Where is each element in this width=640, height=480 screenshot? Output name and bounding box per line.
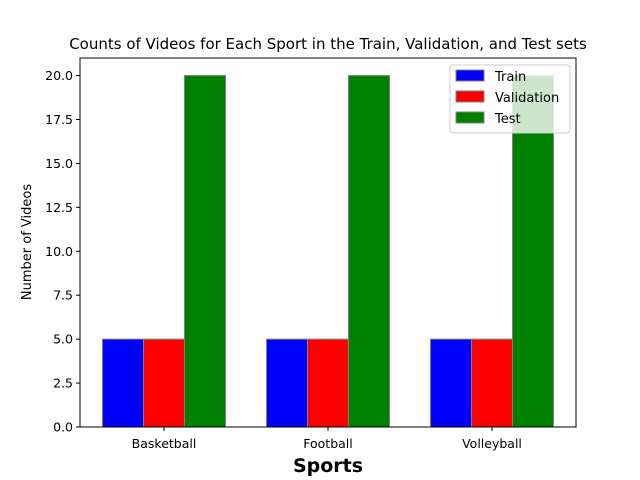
plot-frame bbox=[79, 57, 577, 428]
x-axis-label: Sports bbox=[293, 455, 363, 477]
y-tick-label: 2.5 bbox=[53, 376, 73, 391]
x-tick-label: Volleyball bbox=[462, 436, 522, 451]
y-axis-ticks: 0.0 2.5 5.0 7.5 10.0 12.5 15.0 17.5 20.0 bbox=[45, 68, 80, 435]
y-tick-label: 12.5 bbox=[45, 200, 73, 215]
bar-train-volleyball bbox=[430, 338, 472, 428]
y-tick-label: 17.5 bbox=[45, 112, 73, 127]
bar-validation-football bbox=[307, 338, 349, 428]
y-tick-label: 7.5 bbox=[53, 288, 73, 303]
y-tick-label: 15.0 bbox=[45, 156, 73, 171]
bar-validation-volleyball bbox=[471, 338, 513, 428]
bar-train-basketball bbox=[102, 338, 144, 428]
legend-label-test: Test bbox=[494, 112, 521, 127]
legend-swatch-test bbox=[455, 111, 485, 124]
y-axis-label: Number of Videos bbox=[20, 184, 35, 300]
legend-swatch-train bbox=[455, 69, 485, 82]
x-tick-label: Basketball bbox=[132, 436, 197, 451]
x-tick-label: Football bbox=[303, 436, 352, 451]
legend: Train Validation Test bbox=[449, 64, 571, 134]
chart-title: Counts of Videos for Each Sport in the T… bbox=[69, 35, 587, 53]
bar-train-football bbox=[266, 338, 308, 428]
legend-swatch-validation bbox=[455, 90, 485, 103]
legend-label-train: Train bbox=[494, 70, 526, 85]
x-axis-ticks: Basketball Football Volleyball bbox=[132, 427, 522, 451]
legend-label-validation: Validation bbox=[495, 91, 559, 106]
y-tick-label: 20.0 bbox=[45, 68, 73, 83]
y-tick-label: 10.0 bbox=[45, 244, 73, 259]
bar-test-basketball bbox=[184, 75, 226, 428]
bars-group bbox=[102, 75, 554, 428]
bar-validation-basketball bbox=[143, 338, 185, 428]
y-tick-label: 5.0 bbox=[53, 332, 73, 347]
y-tick-label: 0.0 bbox=[53, 420, 73, 435]
bar-test-football bbox=[348, 75, 390, 428]
